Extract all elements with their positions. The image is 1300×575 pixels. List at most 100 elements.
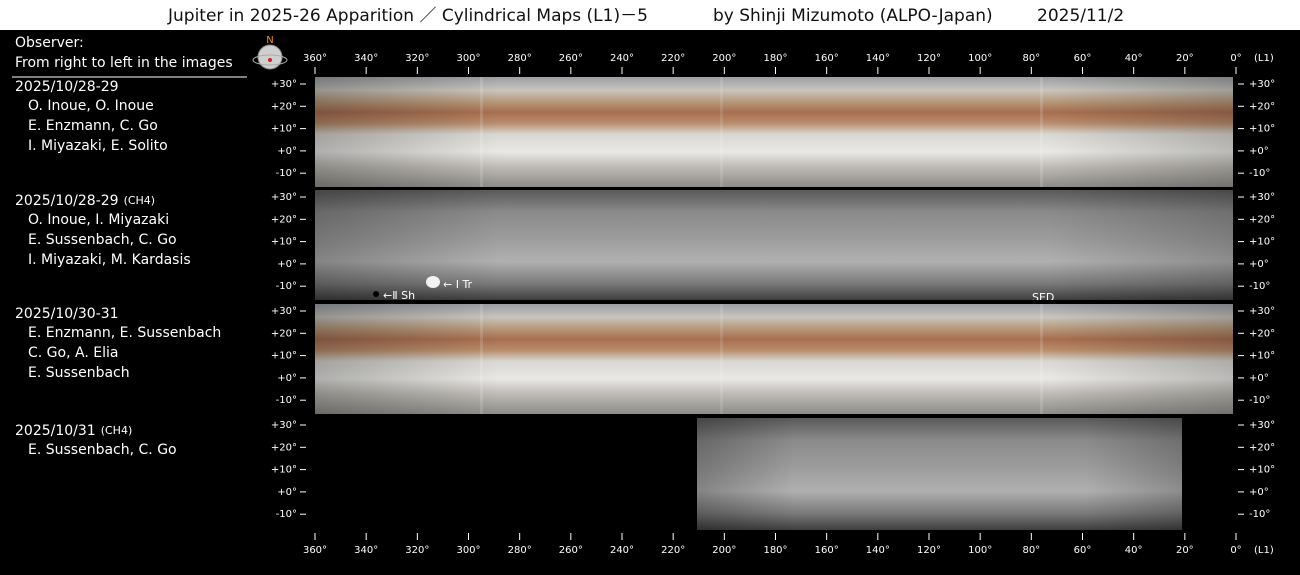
map-seam (720, 304, 723, 414)
lon-label: 160° (815, 53, 839, 64)
lon-label: 140° (866, 545, 890, 556)
observer-name: E. Sussenbach (28, 365, 130, 381)
lat-label: +10° (1249, 351, 1275, 362)
lat-label: +0° (1249, 487, 1269, 498)
lon-label: 80° (1022, 53, 1040, 64)
lon-label: 340° (354, 53, 378, 64)
lon-label: 220° (661, 545, 685, 556)
lon-label: 100° (968, 545, 992, 556)
lat-label: +10° (1249, 237, 1275, 248)
section-date-text: 2025/10/28-29 (15, 79, 119, 95)
lat-label: +0° (277, 373, 297, 384)
lat-label: +0° (1249, 146, 1269, 157)
lat-label: -10° (276, 509, 297, 520)
section-date: 2025/10/28-29 (CH4) (15, 193, 155, 209)
date: 2025/11/2 (1037, 6, 1124, 26)
lat-label: +20° (1249, 442, 1275, 453)
lon-label: 280° (508, 53, 532, 64)
system-label: (L1) (1254, 545, 1274, 556)
map-shade (315, 304, 1233, 414)
map-seam (1040, 77, 1043, 187)
lat-label: -10° (1249, 168, 1270, 179)
lat-label: -10° (1249, 395, 1270, 406)
lat-label: +30° (1249, 79, 1275, 90)
section-date-text: 2025/10/28-29 (15, 193, 119, 209)
observer-name: E. Sussenbach, C. Go (28, 232, 177, 248)
lat-label: +20° (271, 328, 297, 339)
lat-label: +10° (271, 465, 297, 476)
lat-label: -10° (1249, 509, 1270, 520)
lon-label: 40° (1125, 545, 1143, 556)
lon-label: 60° (1074, 545, 1092, 556)
map-seam (480, 77, 483, 187)
lon-label: 80° (1022, 545, 1040, 556)
map-shade (315, 77, 1233, 187)
lon-label: 60° (1074, 53, 1092, 64)
map-seam (1040, 304, 1043, 414)
lon-label: 100° (968, 53, 992, 64)
lon-label: 220° (661, 53, 685, 64)
lat-label: +20° (271, 214, 297, 225)
system-label: (L1) (1254, 53, 1274, 64)
lat-label: +30° (1249, 192, 1275, 203)
lon-label: 20° (1176, 53, 1194, 64)
lat-label: -10° (1249, 281, 1270, 292)
lat-label: +30° (271, 192, 297, 203)
map-shade (697, 418, 1182, 530)
map-seam (480, 304, 483, 414)
observer-name: I. Miyazaki, M. Kardasis (28, 252, 191, 268)
title: Jupiter in 2025-26 Apparition ／ Cylindri… (167, 6, 648, 26)
lat-label: +30° (271, 306, 297, 317)
section-date: 2025/10/28-29 (15, 79, 119, 95)
lon-label: 200° (712, 545, 736, 556)
lat-label: +10° (271, 351, 297, 362)
lon-label: 160° (815, 545, 839, 556)
lon-label: 0° (1230, 545, 1241, 556)
lat-label: +0° (277, 146, 297, 157)
lat-label: +30° (1249, 306, 1275, 317)
header-bar (0, 0, 1300, 30)
lon-label: 320° (405, 53, 429, 64)
compass: N (252, 35, 288, 70)
compass-north: N (266, 35, 273, 46)
lat-label: +30° (271, 420, 297, 431)
lat-label: +20° (1249, 101, 1275, 112)
observer-note: From right to left in the images (15, 55, 233, 71)
lat-label: +10° (1249, 465, 1275, 476)
lat-label: +10° (1249, 124, 1275, 135)
lat-label: +0° (277, 259, 297, 270)
lat-label: +30° (1249, 420, 1275, 431)
moon-transit (426, 276, 440, 288)
lon-label: 40° (1125, 53, 1143, 64)
lat-label: +20° (1249, 328, 1275, 339)
observer-name: I. Miyazaki, E. Solito (28, 138, 168, 154)
observer-name: O. Inoue, I. Miyazaki (28, 212, 169, 228)
map-shade (315, 190, 1233, 300)
section-date: 2025/10/30-31 (15, 306, 119, 322)
observer-name: E. Sussenbach, C. Go (28, 442, 177, 458)
lat-label: +0° (277, 487, 297, 498)
section-filter: (CH4) (124, 194, 156, 207)
annotation: ← I Tr (443, 278, 473, 291)
lon-label: 120° (917, 545, 941, 556)
lat-label: -10° (276, 395, 297, 406)
lon-label: 280° (508, 545, 532, 556)
lon-label: 340° (354, 545, 378, 556)
lon-label: 320° (405, 545, 429, 556)
shadow-spot (373, 291, 379, 297)
lat-label: +10° (271, 237, 297, 248)
lon-label: 180° (763, 53, 787, 64)
lon-label: 240° (610, 53, 634, 64)
lat-label: -10° (276, 168, 297, 179)
annotation: ←Ⅱ Sh (383, 289, 415, 302)
lon-label: 360° (303, 545, 327, 556)
lat-label: +30° (271, 79, 297, 90)
section-date: 2025/10/31 (CH4) (15, 423, 132, 439)
lon-label: 20° (1176, 545, 1194, 556)
lat-label: -10° (276, 281, 297, 292)
map-seam (720, 77, 723, 187)
observer-label: Observer: (15, 35, 84, 51)
lon-label: 260° (559, 53, 583, 64)
lat-label: +0° (1249, 259, 1269, 270)
